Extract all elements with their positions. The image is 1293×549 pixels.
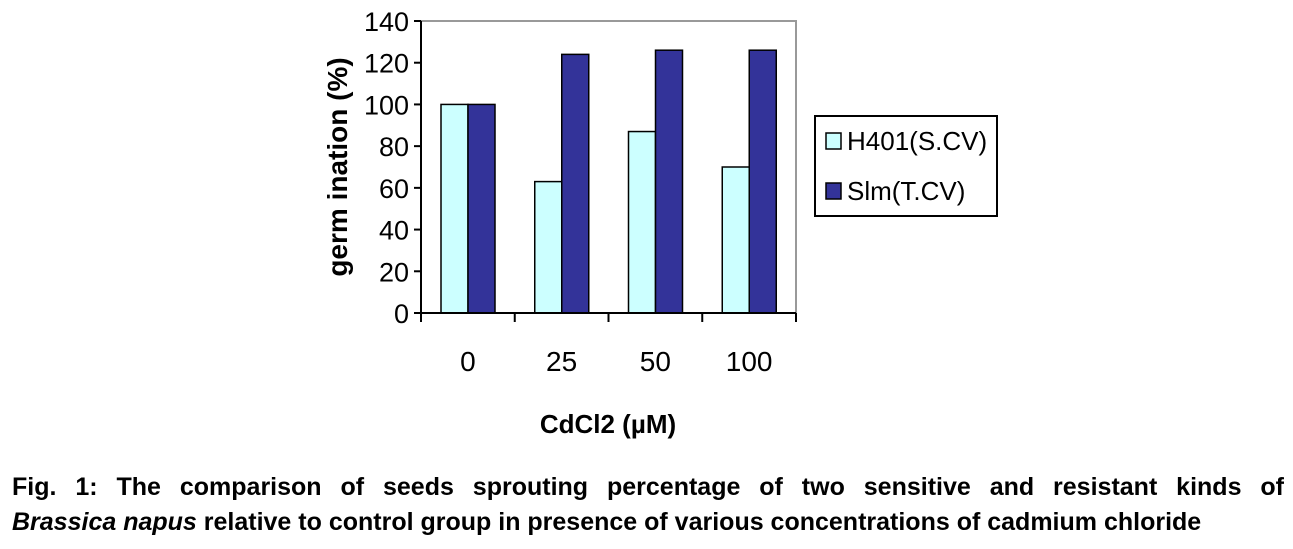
legend-swatch-slm xyxy=(825,182,842,200)
x-tick-label-50: 50 xyxy=(640,346,671,377)
bar-slm-50 xyxy=(654,49,684,314)
bar-slm-0 xyxy=(467,103,496,314)
y-tick-label-0: 0 xyxy=(394,299,409,329)
y-tick-label-100: 100 xyxy=(364,90,409,120)
bar-h401-100 xyxy=(721,166,750,314)
caption-line-2-rest: relative to control group in presence of… xyxy=(196,508,1202,536)
bar-h401-50 xyxy=(627,130,657,314)
legend-label-h401: H401(S.CV) xyxy=(847,126,987,156)
y-tick-label-20: 20 xyxy=(379,257,409,287)
x-tick-label-0: 0 xyxy=(460,346,476,377)
caption-line-1: Fig. 1: The comparison of seeds sproutin… xyxy=(12,473,1284,501)
y-axis-title: germ ination (%) xyxy=(322,57,353,276)
x-tick-label-25: 25 xyxy=(546,346,577,377)
y-tick-label-60: 60 xyxy=(379,174,409,204)
y-tick-label-140: 140 xyxy=(364,7,409,37)
bar-slm-100 xyxy=(748,49,777,314)
y-tick-label-40: 40 xyxy=(379,216,409,246)
y-tick-label-120: 120 xyxy=(364,49,409,79)
figure-caption: Fig. 1: The comparison of seeds sproutin… xyxy=(12,470,1284,540)
bar-h401-0 xyxy=(440,103,469,314)
bar-chart: 0 20 40 60 80 100 120 140 0 25 50 100 CdCl2 (µM) germ… xyxy=(322,7,998,439)
legend-swatch-h401 xyxy=(825,132,842,150)
legend-box xyxy=(814,115,998,217)
caption-species-name: Brassica napus xyxy=(12,508,197,536)
x-tick-label-100: 100 xyxy=(726,346,773,377)
bar-slm-25 xyxy=(561,53,590,314)
y-tick-label-80: 80 xyxy=(379,132,409,162)
x-axis-title: CdCl2 (µM) xyxy=(540,409,676,439)
caption-line-2: Brassica napus relative to control group… xyxy=(12,505,1284,540)
legend-label-slm: Slm(T.CV) xyxy=(847,176,965,206)
bar-h401-25 xyxy=(534,180,563,314)
